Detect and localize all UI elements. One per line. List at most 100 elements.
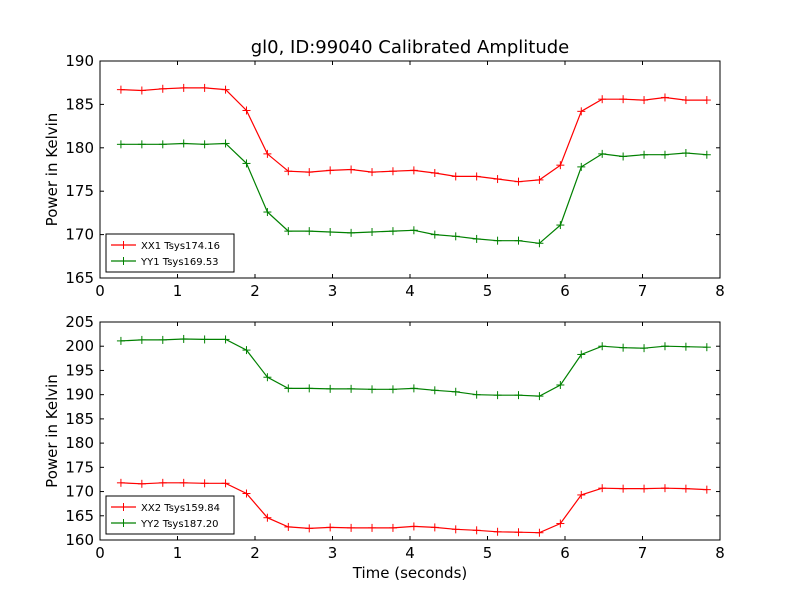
data-point: [556, 519, 565, 528]
data-point: [242, 106, 251, 115]
data-point: [200, 335, 209, 344]
data-point: [577, 162, 586, 171]
y-tick-label: 180: [65, 139, 94, 157]
data-point: [660, 93, 669, 102]
y-tick-label: 165: [65, 507, 94, 525]
data-point: [451, 232, 460, 241]
data-point: [409, 166, 418, 175]
data-point: [368, 168, 377, 177]
y-tick-label: 185: [65, 95, 94, 113]
chart-title: gl0, ID:99040 Calibrated Amplitude: [251, 37, 570, 58]
data-point: [116, 336, 125, 345]
y-axis-label: Power in Kelvin: [43, 113, 61, 227]
data-point: [158, 84, 167, 93]
data-point: [158, 335, 167, 344]
data-point: [284, 167, 293, 176]
data-point: [179, 334, 188, 343]
data-point: [326, 227, 335, 236]
data-point: [535, 239, 544, 248]
data-point: [242, 489, 251, 498]
data-point: [137, 479, 146, 488]
x-tick-label: 1: [173, 282, 183, 300]
x-tick-label: 3: [328, 544, 338, 562]
data-point: [577, 350, 586, 359]
legend-label: XX2 Tsys159.84: [141, 503, 220, 514]
data-point: [305, 524, 314, 533]
data-point: [368, 227, 377, 236]
data-point: [284, 522, 293, 531]
legend-label: YY2 Tsys187.20: [140, 519, 219, 530]
y-tick-label: 175: [65, 182, 94, 200]
y-tick-label: 185: [65, 410, 94, 428]
data-point: [347, 228, 356, 237]
data-point: [388, 227, 397, 236]
data-point: [619, 484, 628, 493]
x-tick-label: 6: [560, 544, 570, 562]
y-tick-label: 180: [65, 434, 94, 452]
data-point: [368, 523, 377, 532]
data-point: [284, 384, 293, 393]
data-point: [430, 523, 439, 532]
data-point: [598, 484, 607, 493]
data-point: [660, 484, 669, 493]
data-point: [430, 230, 439, 239]
x-tick-label: 5: [483, 282, 493, 300]
data-point: [640, 96, 649, 105]
data-point: [681, 96, 690, 105]
data-point: [451, 387, 460, 396]
data-point: [200, 140, 209, 149]
y-tick-label: 190: [65, 386, 94, 404]
data-point: [535, 175, 544, 184]
data-point: [660, 342, 669, 351]
data-point: [137, 335, 146, 344]
data-point: [137, 86, 146, 95]
data-point: [326, 384, 335, 393]
data-point: [200, 479, 209, 488]
y-tick-label: 170: [65, 483, 94, 501]
y-tick-label: 195: [65, 361, 94, 379]
data-point: [326, 166, 335, 175]
data-point: [409, 226, 418, 235]
data-point: [535, 528, 544, 537]
data-point: [200, 83, 209, 92]
data-point: [493, 175, 502, 184]
data-point: [493, 527, 502, 536]
data-point: [702, 485, 711, 494]
data-point: [263, 373, 272, 382]
x-axis-label: Time (seconds): [352, 564, 468, 582]
legend-label: YY1 Tsys169.53: [140, 257, 219, 268]
data-point: [179, 478, 188, 487]
y-tick-label: 170: [65, 226, 94, 244]
data-point: [158, 478, 167, 487]
x-tick-label: 2: [250, 544, 260, 562]
legend-box: [105, 233, 235, 273]
legend-box: [105, 495, 235, 535]
data-point: [368, 385, 377, 394]
data-point: [577, 107, 586, 116]
data-point: [388, 523, 397, 532]
y-tick-label: 160: [65, 531, 94, 549]
data-point: [179, 139, 188, 148]
data-point: [619, 343, 628, 352]
data-point: [472, 234, 481, 243]
legend-label: XX1 Tsys174.16: [141, 241, 220, 252]
x-tick-label: 3: [328, 282, 338, 300]
data-point: [221, 479, 230, 488]
data-point: [556, 380, 565, 389]
data-point: [598, 149, 607, 158]
data-point: [347, 523, 356, 532]
data-point: [702, 96, 711, 105]
y-tick-label: 200: [65, 337, 94, 355]
data-point: [409, 522, 418, 531]
data-point: [598, 95, 607, 104]
data-point: [347, 165, 356, 174]
x-tick-label: 2: [250, 282, 260, 300]
data-point: [305, 227, 314, 236]
y-tick-label: 190: [65, 52, 94, 70]
data-point: [179, 83, 188, 92]
data-point: [158, 140, 167, 149]
data-point: [221, 139, 230, 148]
data-point: [263, 149, 272, 158]
